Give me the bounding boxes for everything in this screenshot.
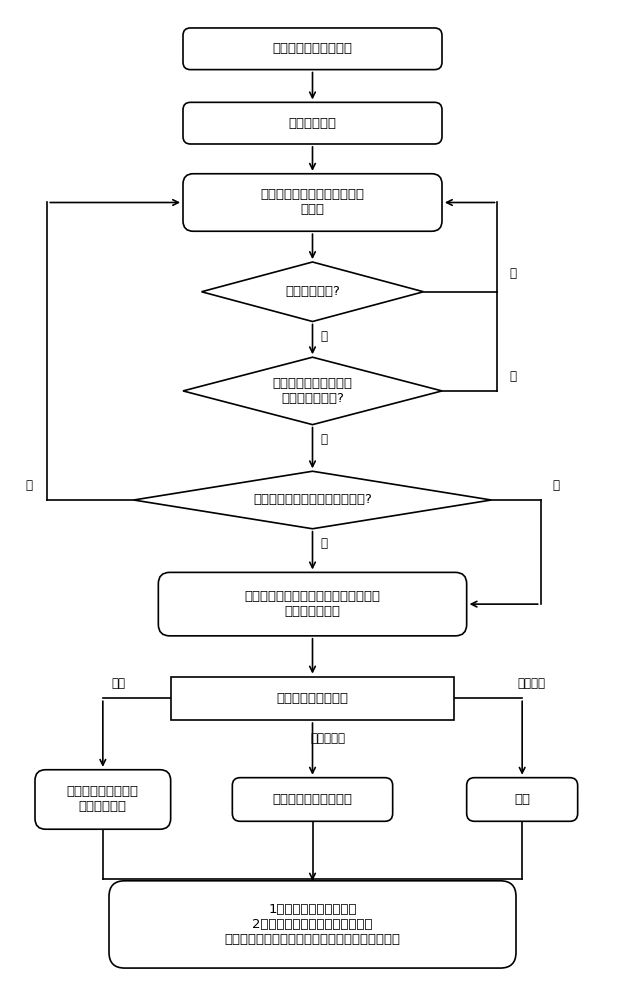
Text: 车牌一样: 车牌一样 <box>518 677 546 690</box>
Text: 识别车牌和探头数据: 识别车牌和探头数据 <box>276 692 349 705</box>
Text: 状态是否改变?: 状态是否改变? <box>285 285 340 298</box>
Polygon shape <box>183 357 442 425</box>
Text: 否: 否 <box>320 537 327 550</box>
Text: 如有账单，结束该账
单，标注空场: 如有账单，结束该账 单，标注空场 <box>67 785 139 813</box>
Text: 否: 否 <box>26 479 32 492</box>
FancyBboxPatch shape <box>35 770 171 829</box>
Text: 是: 是 <box>509 370 516 383</box>
Text: 下一个收费区间时间点是否已到?: 下一个收费区间时间点是否已到? <box>253 493 372 506</box>
Text: 继续: 继续 <box>514 793 530 806</box>
FancyBboxPatch shape <box>467 778 578 821</box>
Text: 1：设置设备当前状态；
2：设置下一个收费区间时间点，
根据服务器和设备配置，是默认或者服务器返回值: 1：设置设备当前状态； 2：设置下一个收费区间时间点， 根据服务器和设备配置，是… <box>224 903 401 946</box>
Text: 否: 否 <box>320 330 327 343</box>
Text: 智能停车设备开始运行: 智能停车设备开始运行 <box>272 42 352 55</box>
Bar <box>171 677 454 720</box>
Text: 通过图像和传感器探头等探测
停车位: 通过图像和传感器探头等探测 停车位 <box>261 188 364 216</box>
Text: 否: 否 <box>320 433 327 446</box>
Text: 定时上报设备状态的心
跳时间是否已到?: 定时上报设备状态的心 跳时间是否已到? <box>272 377 352 405</box>
Text: 车牌不一样: 车牌不一样 <box>311 732 346 744</box>
FancyBboxPatch shape <box>158 572 467 636</box>
Text: 是: 是 <box>552 479 559 492</box>
FancyBboxPatch shape <box>232 778 392 821</box>
Text: 设置开始状态: 设置开始状态 <box>289 117 336 130</box>
FancyBboxPatch shape <box>183 28 442 70</box>
Text: 拍照图片、上传探头探测数据、设备信
息、停车位图片: 拍照图片、上传探头探测数据、设备信 息、停车位图片 <box>244 590 381 618</box>
Text: 空场: 空场 <box>111 677 125 690</box>
FancyBboxPatch shape <box>183 102 442 144</box>
Text: 是: 是 <box>509 267 516 280</box>
FancyBboxPatch shape <box>109 881 516 968</box>
FancyBboxPatch shape <box>183 174 442 231</box>
Polygon shape <box>201 262 424 321</box>
Polygon shape <box>134 471 491 529</box>
Text: 结束账单，创建新帐单: 结束账单，创建新帐单 <box>272 793 352 806</box>
